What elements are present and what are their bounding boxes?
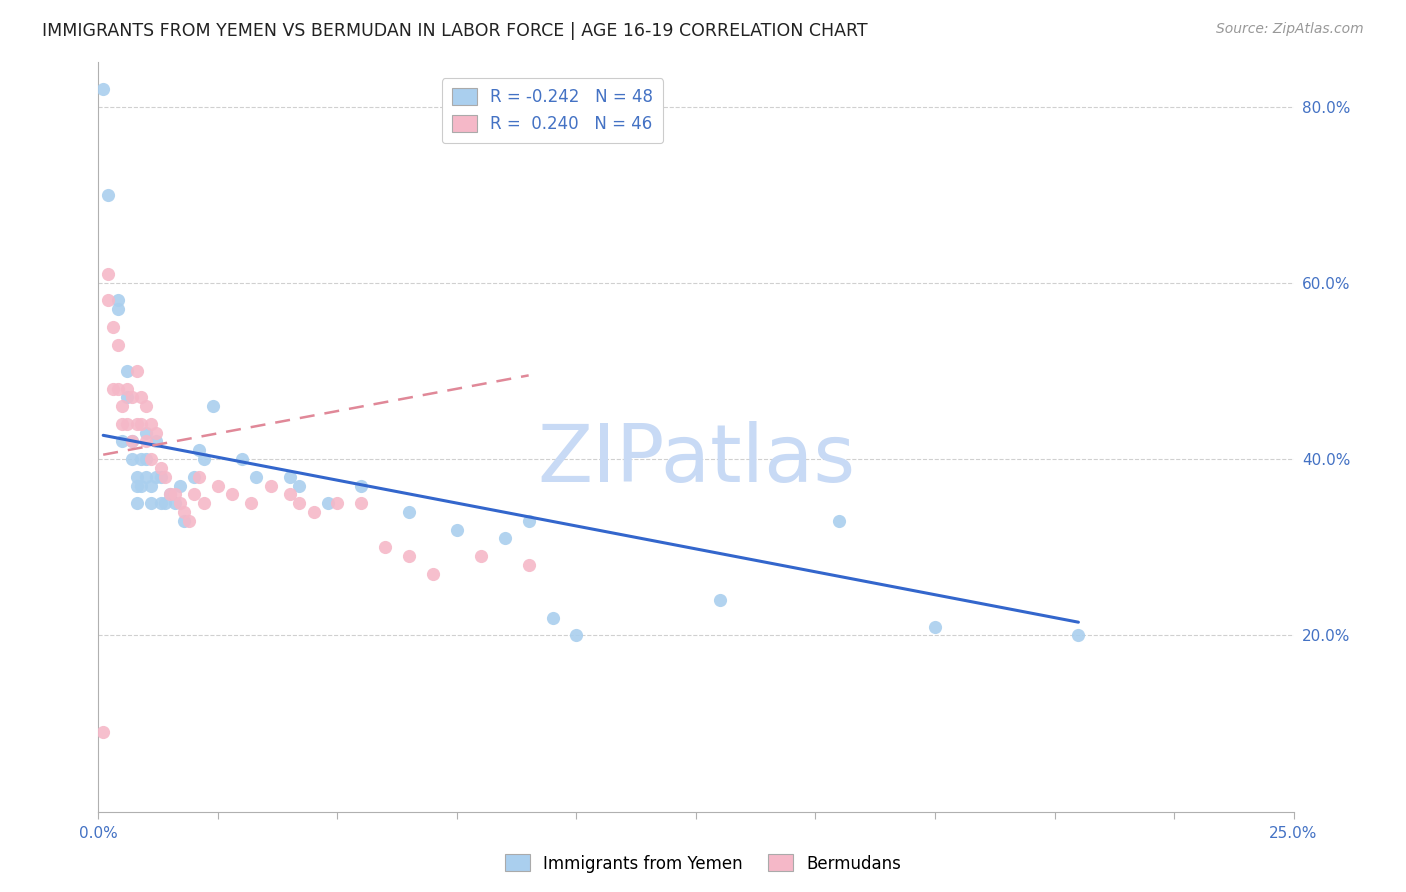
Point [541, 611, 564, 625]
Point [131, 478, 153, 492]
Point [97, 187, 120, 202]
Point [278, 487, 301, 501]
Point [422, 566, 444, 581]
Point [139, 417, 162, 431]
Point [187, 443, 209, 458]
Point [97, 267, 120, 281]
Point [193, 496, 215, 510]
Point [115, 417, 138, 431]
Point [398, 505, 420, 519]
Point [240, 496, 263, 510]
Point [101, 319, 124, 334]
Point [326, 496, 349, 510]
Point [259, 478, 281, 492]
Point [121, 434, 143, 449]
Point [125, 469, 148, 483]
Point [135, 452, 157, 467]
Point [288, 478, 311, 492]
Point [125, 417, 148, 431]
Point [183, 469, 205, 483]
Point [221, 487, 243, 501]
Point [565, 628, 588, 642]
Point [374, 541, 396, 555]
Point [169, 478, 191, 492]
Point [125, 478, 148, 492]
Point [163, 496, 186, 510]
Point [316, 496, 339, 510]
Point [155, 469, 177, 483]
Point [245, 469, 267, 483]
Point [470, 549, 492, 563]
Point [924, 619, 946, 633]
Point [107, 382, 129, 396]
Point [125, 364, 148, 378]
Point [139, 478, 162, 492]
Point [159, 487, 181, 501]
Point [91, 82, 114, 96]
Text: IMMIGRANTS FROM YEMEN VS BERMUDAN IN LABOR FORCE | AGE 16-19 CORRELATION CHART: IMMIGRANTS FROM YEMEN VS BERMUDAN IN LAB… [42, 22, 868, 40]
Point [139, 496, 162, 510]
Point [145, 469, 167, 483]
Point [107, 337, 129, 351]
Point [155, 496, 177, 510]
Point [115, 382, 138, 396]
Point [101, 382, 124, 396]
Point [145, 434, 167, 449]
Point [163, 487, 186, 501]
Point [125, 496, 148, 510]
Point [107, 302, 129, 317]
Point [173, 505, 195, 519]
Point [121, 452, 143, 467]
Point [111, 417, 134, 431]
Point [91, 725, 114, 739]
Point [278, 469, 301, 483]
Point [446, 523, 468, 537]
Point [202, 399, 225, 413]
Point [111, 399, 134, 413]
Point [131, 417, 153, 431]
Point [709, 593, 731, 607]
Point [350, 496, 373, 510]
Point [187, 469, 209, 483]
Point [207, 478, 229, 492]
Point [288, 496, 311, 510]
Point [149, 461, 172, 475]
Point [179, 514, 201, 528]
Point [350, 478, 373, 492]
Text: Source: ZipAtlas.com: Source: ZipAtlas.com [1216, 22, 1364, 37]
Point [149, 469, 172, 483]
Point [97, 293, 120, 308]
Legend: R = -0.242   N = 48, R =  0.240   N = 46: R = -0.242 N = 48, R = 0.240 N = 46 [441, 78, 664, 143]
Point [169, 496, 191, 510]
Point [159, 487, 181, 501]
Point [828, 514, 851, 528]
Point [131, 452, 153, 467]
Point [135, 425, 157, 440]
Point [1067, 628, 1090, 642]
Point [107, 293, 129, 308]
Point [183, 487, 205, 501]
Point [115, 364, 138, 378]
Point [193, 452, 215, 467]
Text: ZIPatlas: ZIPatlas [537, 420, 855, 499]
Point [121, 391, 143, 405]
Point [517, 558, 540, 572]
Point [111, 434, 134, 449]
Point [173, 514, 195, 528]
Point [302, 505, 325, 519]
Point [115, 391, 138, 405]
Point [149, 496, 172, 510]
Point [121, 434, 143, 449]
Point [131, 391, 153, 405]
Point [139, 452, 162, 467]
Point [135, 434, 157, 449]
Point [145, 425, 167, 440]
Point [135, 469, 157, 483]
Point [517, 514, 540, 528]
Point [135, 399, 157, 413]
Legend: Immigrants from Yemen, Bermudans: Immigrants from Yemen, Bermudans [498, 847, 908, 880]
Point [231, 452, 253, 467]
Point [494, 532, 516, 546]
Point [398, 549, 420, 563]
